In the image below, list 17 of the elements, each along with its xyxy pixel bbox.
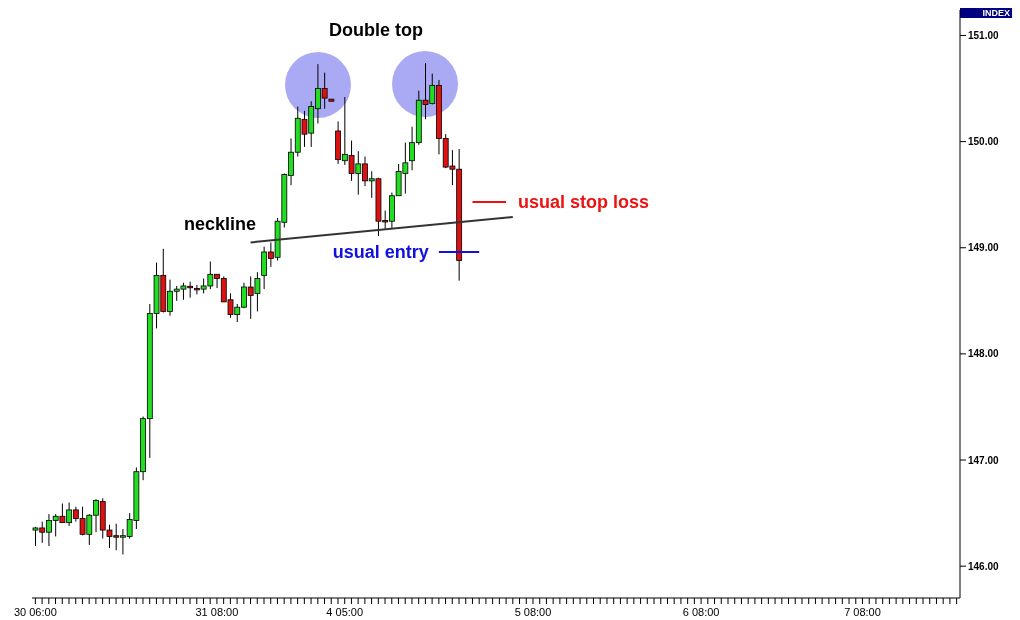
x-tick-label: 5 08:00	[514, 606, 552, 618]
x-tick-label: 30 06:00	[13, 606, 57, 618]
x-tick-label: 7 08:00	[844, 606, 881, 618]
y-tick-label: 149.00	[968, 242, 1000, 254]
series-label: usual entry	[332, 241, 429, 262]
y-tick-label: 151.00	[968, 30, 1000, 42]
text: INDEX	[960, 8, 1012, 18]
annotation: neckline	[182, 214, 256, 235]
y-tick-label: 147.00	[968, 454, 1000, 466]
y-tick-label: 150.00	[968, 136, 1000, 148]
x-tick-label: 6 08:00	[682, 606, 720, 618]
annotation: Double top	[329, 20, 423, 41]
x-tick-label: 31 08:00	[195, 606, 239, 618]
y-tick-label: 146.00	[968, 560, 1000, 572]
x-tick-label: 4 05:00	[326, 606, 364, 618]
series-label: usual stop loss	[518, 192, 650, 213]
y-tick-label: 148.00	[968, 348, 1000, 360]
